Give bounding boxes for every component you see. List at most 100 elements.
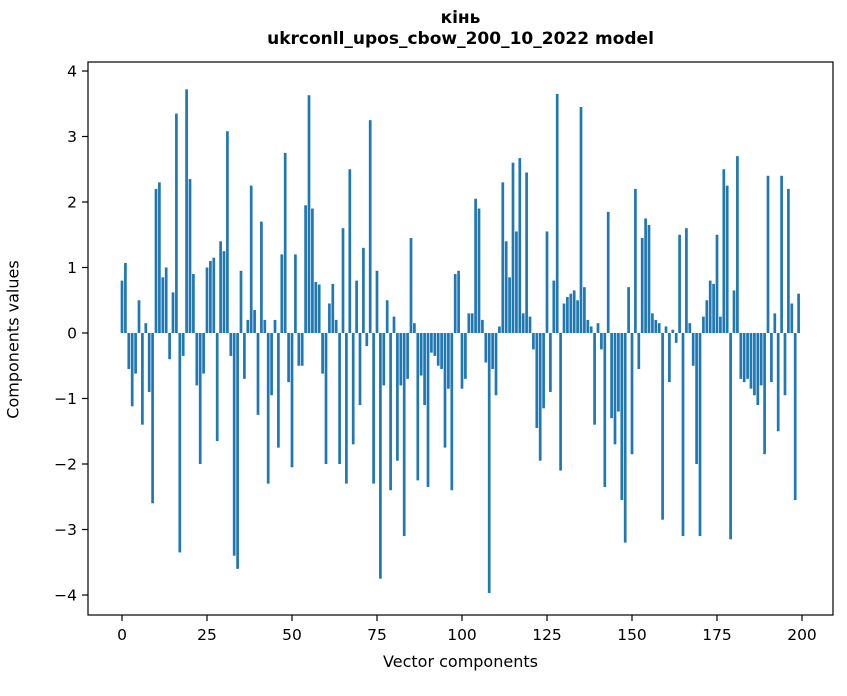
bar [192, 274, 195, 333]
bar [668, 333, 671, 383]
y-tick-label: 3 [67, 128, 77, 146]
bar [416, 333, 420, 481]
bar [470, 313, 474, 333]
x-tick-label: 175 [702, 626, 732, 644]
bar [491, 333, 494, 370]
bar [232, 333, 236, 556]
bar [317, 284, 321, 333]
bar [450, 333, 454, 491]
bar [654, 319, 658, 333]
bar [443, 333, 447, 448]
bar [229, 333, 233, 356]
bar [372, 333, 375, 484]
bar [610, 333, 613, 419]
bar [586, 319, 590, 333]
bar [426, 333, 430, 487]
bar [249, 185, 253, 334]
bar [355, 280, 358, 333]
bar [732, 290, 736, 333]
bar [130, 333, 134, 407]
bar [158, 182, 161, 333]
bar [627, 287, 630, 333]
bar [345, 333, 348, 484]
bar [620, 333, 624, 501]
bar [151, 333, 154, 504]
bar [484, 333, 488, 363]
bar [287, 333, 290, 383]
bar [678, 234, 681, 333]
bar [399, 333, 403, 386]
bar [753, 333, 756, 396]
y-tick-label: −1 [54, 390, 77, 408]
bar [314, 281, 318, 333]
bar [178, 333, 182, 553]
bar [515, 231, 518, 333]
bar [559, 333, 562, 471]
bar [498, 326, 501, 333]
bar [175, 113, 178, 333]
bar [657, 323, 661, 333]
bar [702, 316, 705, 334]
bar [644, 218, 647, 334]
bar [239, 270, 243, 333]
bar [297, 333, 301, 366]
bar [188, 179, 192, 333]
bar [215, 333, 219, 442]
y-tick-label: −4 [54, 587, 77, 605]
bar [596, 323, 600, 333]
bar [290, 333, 294, 468]
x-axis-label: Vector components [383, 652, 538, 671]
bar [634, 188, 637, 333]
bar [321, 333, 324, 374]
bar [793, 333, 797, 501]
bar [535, 333, 539, 428]
bar [141, 333, 144, 425]
bar [651, 313, 654, 333]
y-tick-label: 4 [67, 63, 77, 81]
bar [368, 120, 372, 334]
bar [212, 257, 216, 333]
bar [311, 208, 314, 333]
x-tick-label: 150 [617, 626, 647, 644]
bar [579, 107, 583, 334]
bar [600, 333, 603, 350]
bar [338, 333, 341, 464]
bar [725, 185, 729, 334]
bar [124, 262, 127, 333]
x-tick-label: 25 [197, 626, 217, 644]
bar [494, 333, 498, 396]
bar [382, 333, 386, 386]
bar [562, 303, 566, 333]
bar [171, 292, 175, 333]
bar [759, 333, 763, 386]
bar [453, 274, 457, 333]
bar [773, 313, 777, 333]
bar [433, 333, 437, 356]
x-tick-label: 75 [367, 626, 387, 644]
bar [430, 333, 433, 353]
bar [766, 175, 770, 333]
bar [637, 333, 641, 370]
bar [270, 333, 273, 396]
bar [205, 267, 209, 333]
bar [147, 333, 151, 392]
bar [736, 156, 739, 333]
bar [341, 228, 345, 333]
bar [630, 333, 634, 455]
bar [756, 333, 760, 406]
bar [406, 333, 409, 379]
bar [481, 319, 484, 333]
bar [154, 188, 158, 333]
bar [583, 287, 586, 333]
bar [402, 333, 406, 537]
bar [134, 333, 137, 374]
bar [280, 254, 284, 333]
bar [477, 208, 481, 333]
bar [460, 333, 464, 389]
axes-spines [87, 61, 834, 616]
bar [698, 333, 702, 537]
bar [501, 182, 505, 333]
x-tick-label: 100 [447, 626, 477, 644]
bar [161, 277, 165, 333]
